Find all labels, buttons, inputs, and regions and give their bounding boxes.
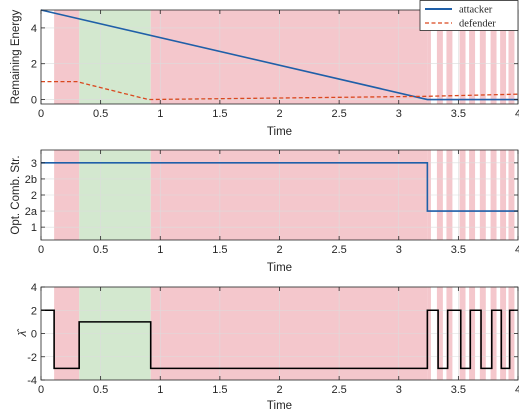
x-tick-label: 1.5 [212,244,227,256]
y-tick-label: 2 [31,305,37,317]
x-tick-label: 2.5 [331,244,346,256]
strategy-panel-xlabel: Time [267,262,292,274]
red-region [490,10,497,104]
energy-panel-series [40,9,519,101]
red-region [427,10,431,104]
red-region [436,10,443,104]
y-tick-label: -4 [27,375,37,387]
x-tick-label: 4 [515,108,519,120]
x-tick-label: 0 [38,244,44,256]
lambda-panel-series [41,309,518,370]
y-tick-label: 3 [31,158,37,170]
y-tick-label: 1 [31,222,37,234]
x-tick-label: 2 [276,108,282,120]
y-tick-label: 4 [31,23,37,35]
legend-attacker-label: attacker [459,5,493,16]
x-tick-label: 3.5 [451,384,466,396]
strategy-panel-ylabel: Opt. Comb. Str. [10,155,22,234]
x-tick-label: 1 [157,108,163,120]
lambda-panel: 0 0.5 1 1.5 2 2.5 3 3.5 4 -4 -2 0 2 4 Time λ̂ [17,282,519,412]
x-tick-label: 0 [38,108,44,120]
x-tick-label: 4 [515,244,519,256]
y-tick-label: 4 [31,282,37,294]
red-region [508,10,515,104]
series-0-line [41,309,518,370]
x-tick-label: 2.5 [331,108,346,120]
red-region [500,10,507,104]
y-tick-label: 0 [31,95,37,107]
y-tick-label: 2 [31,59,37,71]
red-region [459,10,466,104]
y-tick-label: 2a [25,206,38,218]
lambda-panel-y-ticks: -4 -2 0 2 4 [27,282,518,387]
lambda-panel-x-ticks: 0 0.5 1 1.5 2 2.5 3 3.5 4 [38,287,519,396]
x-tick-label: 0.5 [93,244,108,256]
strategy-panel: 0 0.5 1 1.5 2 2.5 3 3.5 4 1 2a 2 2b 3 Time Opt. Comb… [10,149,519,274]
y-tick-label: 2b [25,174,37,186]
strategy-panel-x-ticks: 0 0.5 1 1.5 2 2.5 3 3.5 4 [38,150,519,256]
x-tick-label: 2 [276,384,282,396]
lambda-panel-ylabel: λ̂ [17,329,29,338]
x-tick-label: 3.5 [451,244,466,256]
y-tick-label: -2 [27,352,37,364]
y-tick-label: 0 [31,329,37,341]
x-tick-label: 0 [38,384,44,396]
strategy-panel-series [41,162,518,212]
x-tick-label: 3 [396,384,402,396]
legend-box [419,0,519,31]
lambda-panel-xlabel: Time [267,400,292,412]
red-region [479,10,486,104]
energy-panel-ylabel: Remaining Energy [10,9,22,104]
defender-line [41,80,519,101]
strategy-panel-y-ticks: 1 2a 2 2b 3 [25,158,518,234]
green-region [79,10,151,104]
attacker-line [40,9,518,101]
x-tick-label: 2.5 [331,384,346,396]
x-tick-label: 1 [157,384,163,396]
x-tick-label: 1.5 [212,108,227,120]
x-tick-label: 2 [276,244,282,256]
x-tick-label: 3 [396,108,402,120]
energy-panel: 0 0.5 1 1.5 2 2.5 3 3.5 4 0 2 4 Time Remaining Ene… [10,0,519,138]
legend-defender-label: defender [459,19,496,30]
y-tick-label: 2 [31,190,37,202]
energy-panel-x-ticks: 0 0.5 1 1.5 2 2.5 3 3.5 4 [38,10,519,120]
x-tick-label: 1.5 [212,384,227,396]
x-tick-label: 3.5 [451,108,466,120]
red-region [446,10,453,104]
x-tick-label: 0.5 [93,108,108,120]
x-tick-label: 0.5 [93,384,108,396]
series-0-line [41,162,518,212]
x-tick-label: 4 [515,384,519,396]
energy-panel-xlabel: Time [267,126,292,138]
x-tick-label: 3 [396,244,402,256]
red-region [54,10,80,104]
x-tick-label: 1 [157,244,163,256]
red-region [469,10,476,104]
legend: attacker defender [419,0,519,31]
